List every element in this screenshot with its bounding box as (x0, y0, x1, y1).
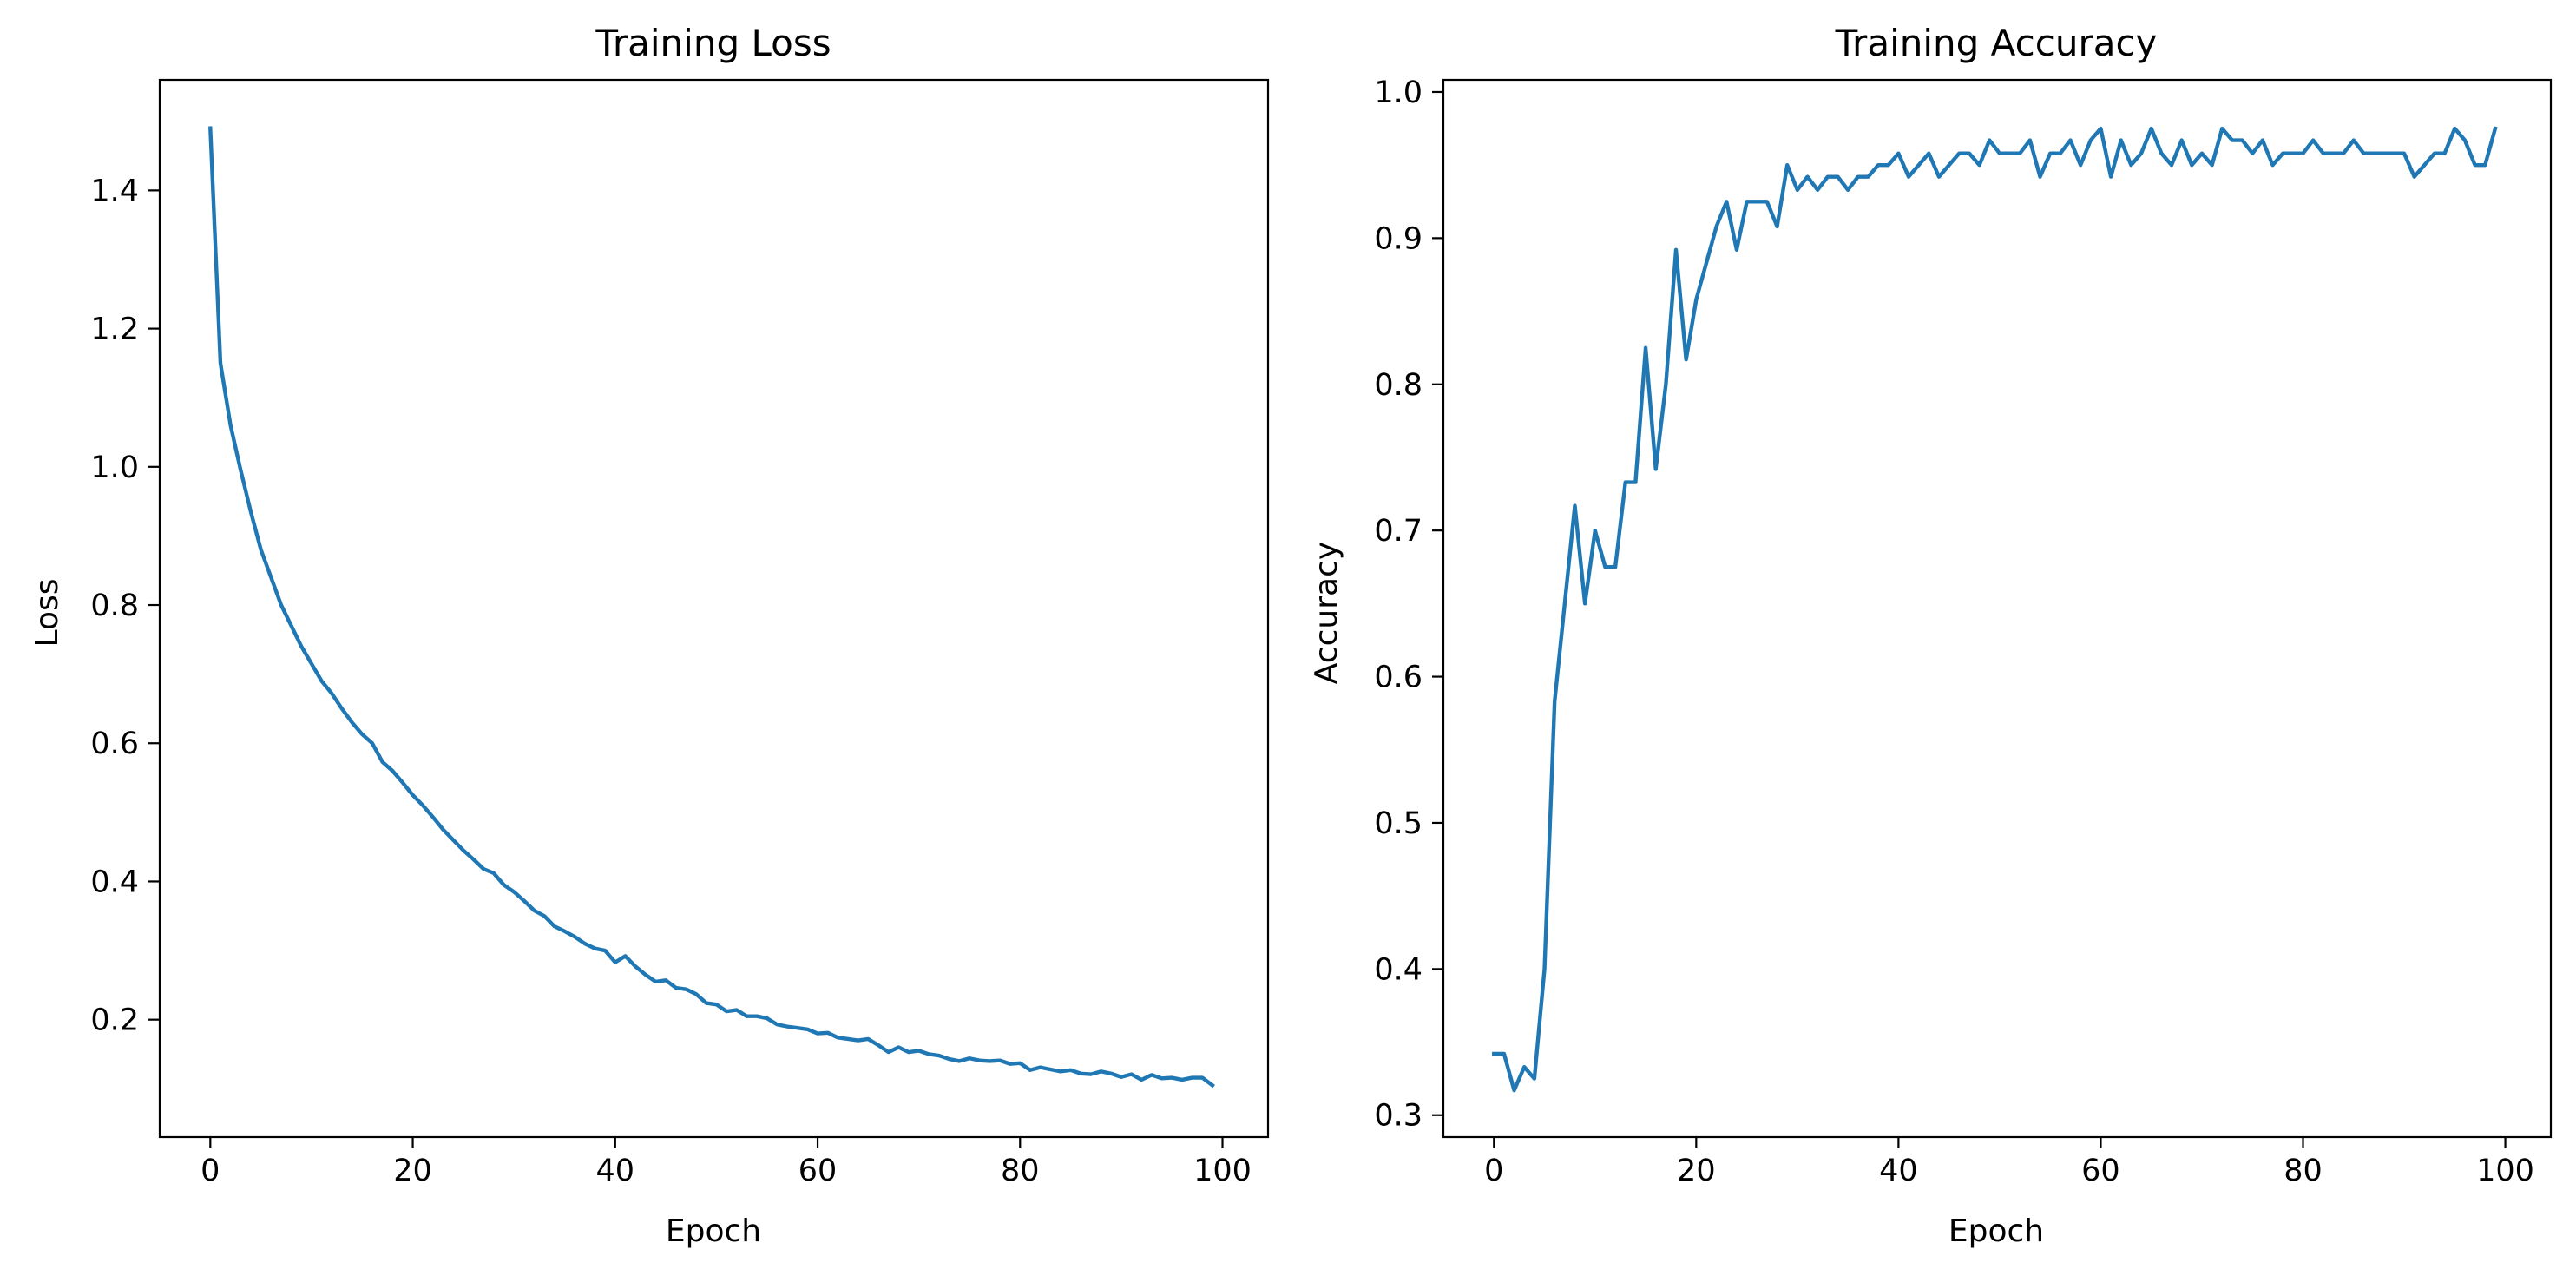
loss-y-axis-label: Loss (30, 579, 65, 648)
accuracy-x-tick-label: 100 (2476, 1154, 2534, 1188)
accuracy-x-axis-label: Epoch (1948, 1214, 2044, 1249)
loss-x-tick-label: 60 (798, 1154, 838, 1188)
loss-axes-frame (158, 78, 1270, 1139)
accuracy-x-tick-label: 20 (1677, 1154, 1716, 1188)
loss-y-tick-label: 1.2 (90, 312, 139, 347)
accuracy-x-tick-label: 80 (2284, 1154, 2323, 1188)
accuracy-chart-title: Training Accuracy (1835, 22, 2158, 64)
accuracy-series-line (1492, 126, 2498, 1093)
accuracy-x-tick-label: 60 (2081, 1154, 2120, 1188)
loss-plot-area: 0 20 40 60 80 100 0.2 0.4 0.6 0.8 1.0 1.2 1.4 (90, 126, 1252, 1188)
accuracy-y-tick-label: 0.4 (1374, 952, 1423, 987)
loss-y-tick-label: 0.2 (90, 1003, 139, 1038)
loss-y-tick-label: 0.4 (90, 865, 139, 899)
loss-x-tick-label: 0 (200, 1154, 220, 1188)
accuracy-y-tick-label: 1.0 (1374, 76, 1423, 110)
loss-chart-title: Training Loss (595, 22, 831, 64)
loss-y-tick-label: 0.8 (90, 589, 139, 623)
loss-y-tick-label: 1.4 (90, 174, 139, 208)
accuracy-y-tick-label: 0.5 (1374, 806, 1423, 841)
loss-x-tick-label: 80 (1001, 1154, 1040, 1188)
loss-chart: Training Loss 0 20 40 60 80 100 0.2 0.4 0.6 0.8 1.… (30, 22, 1270, 1249)
accuracy-plot-area: 0 20 40 60 80 100 0.3 0.4 0.5 0.6 0.7 0.8 0.9 1.0 (1374, 76, 2534, 1188)
accuracy-y-tick-label: 0.7 (1374, 514, 1423, 549)
loss-series-line (208, 126, 1215, 1089)
loss-x-tick-label: 20 (393, 1154, 432, 1188)
accuracy-y-tick-label: 0.6 (1374, 661, 1423, 695)
accuracy-y-tick-label: 0.8 (1374, 368, 1423, 403)
accuracy-x-tick-label: 0 (1484, 1154, 1503, 1188)
accuracy-y-tick-label: 0.9 (1374, 221, 1423, 256)
accuracy-chart: Training Accuracy 0 20 40 60 80 1000.30.40.50… (1309, 22, 2553, 1249)
accuracy-x-tick-label: 40 (1879, 1154, 1918, 1188)
loss-y-tick-label: 0.6 (90, 727, 139, 761)
loss-x-axis-label: Epoch (666, 1214, 761, 1249)
loss-x-tick-label: 100 (1193, 1154, 1252, 1188)
loss-x-tick-label: 40 (596, 1154, 635, 1188)
accuracy-axes-frame (1442, 78, 2553, 1139)
accuracy-y-tick-label: 0.3 (1374, 1099, 1423, 1134)
accuracy-y-axis-label: Accuracy (1309, 542, 1344, 684)
loss-y-tick-label: 1.0 (90, 451, 139, 485)
